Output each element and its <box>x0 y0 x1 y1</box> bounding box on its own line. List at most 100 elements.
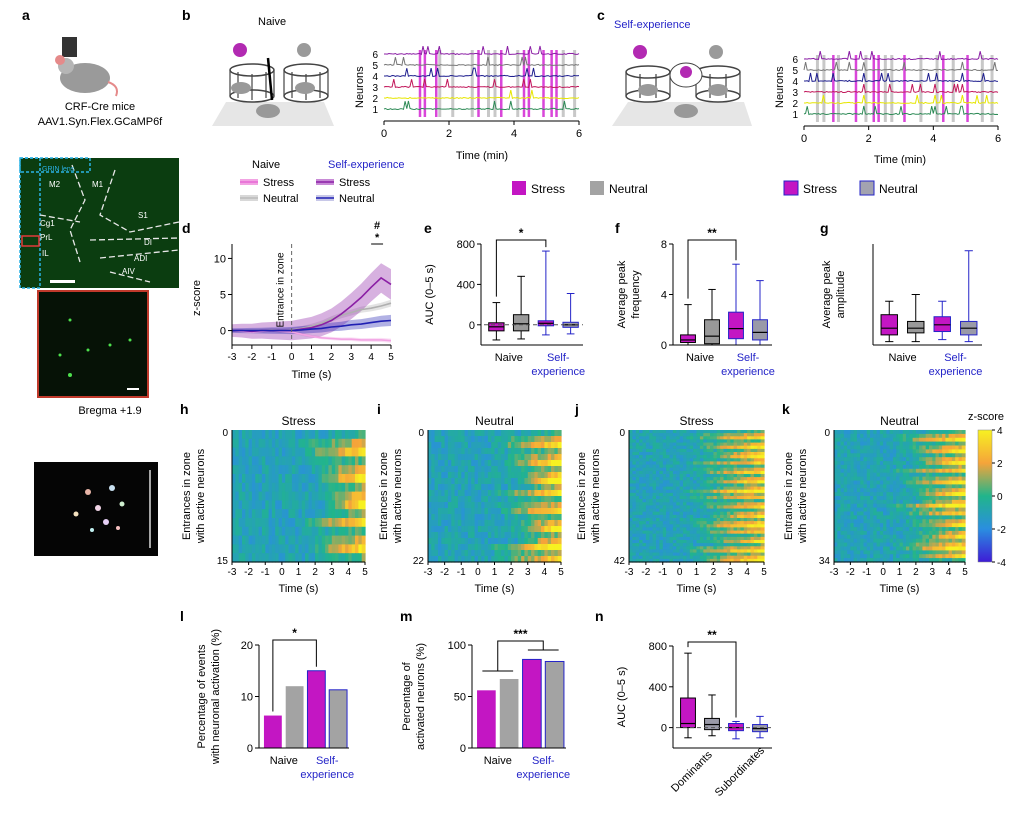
heatmap-cell <box>361 518 366 528</box>
heatmap-cell <box>431 538 436 545</box>
heatmap-cell <box>693 546 698 550</box>
heatmap-cell <box>301 535 306 545</box>
heatmap-cell <box>494 520 499 527</box>
heatmap-cell <box>889 527 894 532</box>
heatmap-cell <box>958 441 963 447</box>
heatmap-cell <box>703 511 708 516</box>
legend-label: Neutral <box>879 182 918 196</box>
y-tick-label: 2 <box>792 99 798 110</box>
heatmap-cell <box>866 472 871 478</box>
heatmap-cell <box>733 474 738 478</box>
heatmap-cell <box>706 543 711 547</box>
stress-zone-marker <box>527 50 531 117</box>
heatmap-cell <box>922 499 927 505</box>
heatmap-cell <box>275 509 280 519</box>
heatmap-cell <box>683 518 687 522</box>
heatmap-cell <box>757 499 762 503</box>
heatmap-cell <box>464 520 469 527</box>
heatmap-cell <box>676 489 681 494</box>
heatmap-cell <box>315 456 319 466</box>
heatmap-cell <box>733 480 738 484</box>
heatmap-cell <box>245 535 250 545</box>
heatmap-cell <box>248 474 253 484</box>
heatmap-cell <box>760 496 765 500</box>
heatmap-cell <box>706 430 711 434</box>
heatmap-cell <box>338 474 343 484</box>
heatmap-cell <box>723 514 728 519</box>
heatmap-cell <box>635 524 640 528</box>
heatmap-cell <box>683 546 687 550</box>
heatmap-cell <box>919 527 923 532</box>
heatmap-cell <box>521 442 525 449</box>
heatmap-cell <box>747 508 752 513</box>
heatmap-cell <box>740 543 745 547</box>
heatmap-cell <box>840 519 845 524</box>
heatmap-cell <box>645 455 650 459</box>
heatmap-cell <box>850 484 855 489</box>
heatmap-cell <box>703 458 708 462</box>
heatmap-cell <box>676 455 681 459</box>
heatmap-cell <box>896 464 901 470</box>
heatmap-cell <box>484 544 489 551</box>
heatmap-cell <box>863 558 868 563</box>
heatmap-cell <box>541 520 545 527</box>
heatmap-cell <box>740 496 745 500</box>
heatmap-cell <box>531 430 535 437</box>
heatmap-cell <box>511 484 515 491</box>
heatmap-cell <box>679 480 684 484</box>
heatmap-cell <box>955 511 960 516</box>
heatmap-cell <box>662 430 667 434</box>
heatmap-cell <box>879 441 884 447</box>
heatmap-cell <box>948 527 953 532</box>
heatmap-cell <box>454 436 459 443</box>
heatmap-cell <box>942 488 946 493</box>
heatmap-cell <box>850 496 855 501</box>
heatmap-cell <box>919 558 923 563</box>
heatmap-cell <box>948 433 953 439</box>
heatmap-cell <box>444 466 449 473</box>
heatmap-cell <box>929 523 933 528</box>
heatmap-cell <box>703 518 708 522</box>
heatmap-cell <box>870 507 874 513</box>
heatmap-cell <box>866 530 871 536</box>
heatmap-cell <box>242 491 246 501</box>
heatmap-cell <box>662 536 667 541</box>
heatmap-cell <box>840 445 845 450</box>
heatmap-cell <box>457 436 462 443</box>
heatmap-cell <box>757 505 762 510</box>
heatmap-cell <box>659 439 664 444</box>
heatmap-cell <box>679 502 684 506</box>
heatmap-cell <box>883 433 887 439</box>
heatmap-cell <box>635 452 640 456</box>
heatmap-cell <box>753 489 758 494</box>
heatmap-cell <box>760 448 765 453</box>
heatmap-cell <box>919 472 923 478</box>
heatmap-cell <box>706 536 711 541</box>
heatmap-cell <box>837 433 842 439</box>
heatmap-cell <box>666 511 671 516</box>
heatmap-cell <box>896 461 901 466</box>
heatmap-cell <box>912 515 917 520</box>
heatmap-cell <box>652 499 657 503</box>
heatmap-cell <box>743 467 748 472</box>
heatmap-cell <box>909 449 914 454</box>
y-axis-label: with active neurons <box>590 448 602 544</box>
heatmap-cell <box>958 464 963 470</box>
heatmap-cell <box>747 492 752 497</box>
heatmap-cell <box>723 552 728 557</box>
heatmap-cell <box>889 472 894 478</box>
heatmap-cell <box>938 507 943 513</box>
heatmap-cell <box>666 467 671 472</box>
heatmap-cell <box>629 508 633 513</box>
heatmap-cell <box>318 544 323 554</box>
heatmap-cell <box>632 477 637 481</box>
heatmap-cell <box>662 546 667 550</box>
heatmap-cell <box>537 490 542 497</box>
heatmap-cell <box>915 503 920 509</box>
heatmap-cell <box>537 472 542 479</box>
heatmap-cell <box>893 538 897 544</box>
heatmap-cell <box>961 449 966 454</box>
heatmap-cell <box>906 550 910 555</box>
heatmap-cell <box>629 458 633 462</box>
heatmap-cell <box>723 505 728 510</box>
